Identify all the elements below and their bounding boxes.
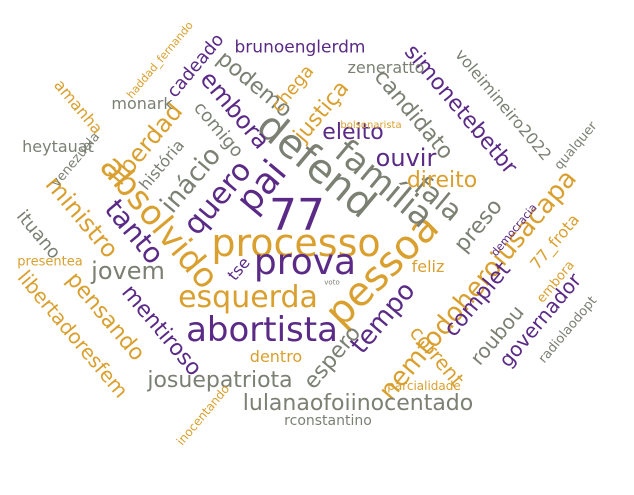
word-esquerda: esquerda [178,280,318,315]
word-feliz: feliz [411,257,445,276]
word-prova: prova [253,242,357,283]
word-processo: processo [211,221,381,265]
word-77: 77 [269,190,325,241]
word-bolsonarista: bolsonarista [340,120,402,131]
word-monark: monark [111,94,173,113]
word-jovem: jovem [91,257,165,285]
word-presentea: presentea [17,254,83,270]
word-lulanaofoiinocentado: lulanaofoiinocentado [242,391,474,416]
word-abortista: abortista [186,310,338,350]
word-zeneratto: zeneratto [347,58,425,77]
word-direito: direito [406,168,478,193]
word-heytauat: heytauat [22,137,94,156]
word-amanha: amanha [50,75,107,138]
word-dentro: dentro [249,347,303,366]
word-josuepatriota: josuepatriota [147,368,293,393]
word-parcialidade: parcialidade [387,379,461,393]
word-ouvir: ouvir [375,144,437,172]
word-rconstantino: rconstantino [284,413,372,429]
word-brunoenglerdm: brunoenglerdm [234,37,366,58]
word-voto: voto [324,278,340,287]
word-qualquer: qualquer [551,118,601,174]
word-eleito: eleito [322,120,384,145]
